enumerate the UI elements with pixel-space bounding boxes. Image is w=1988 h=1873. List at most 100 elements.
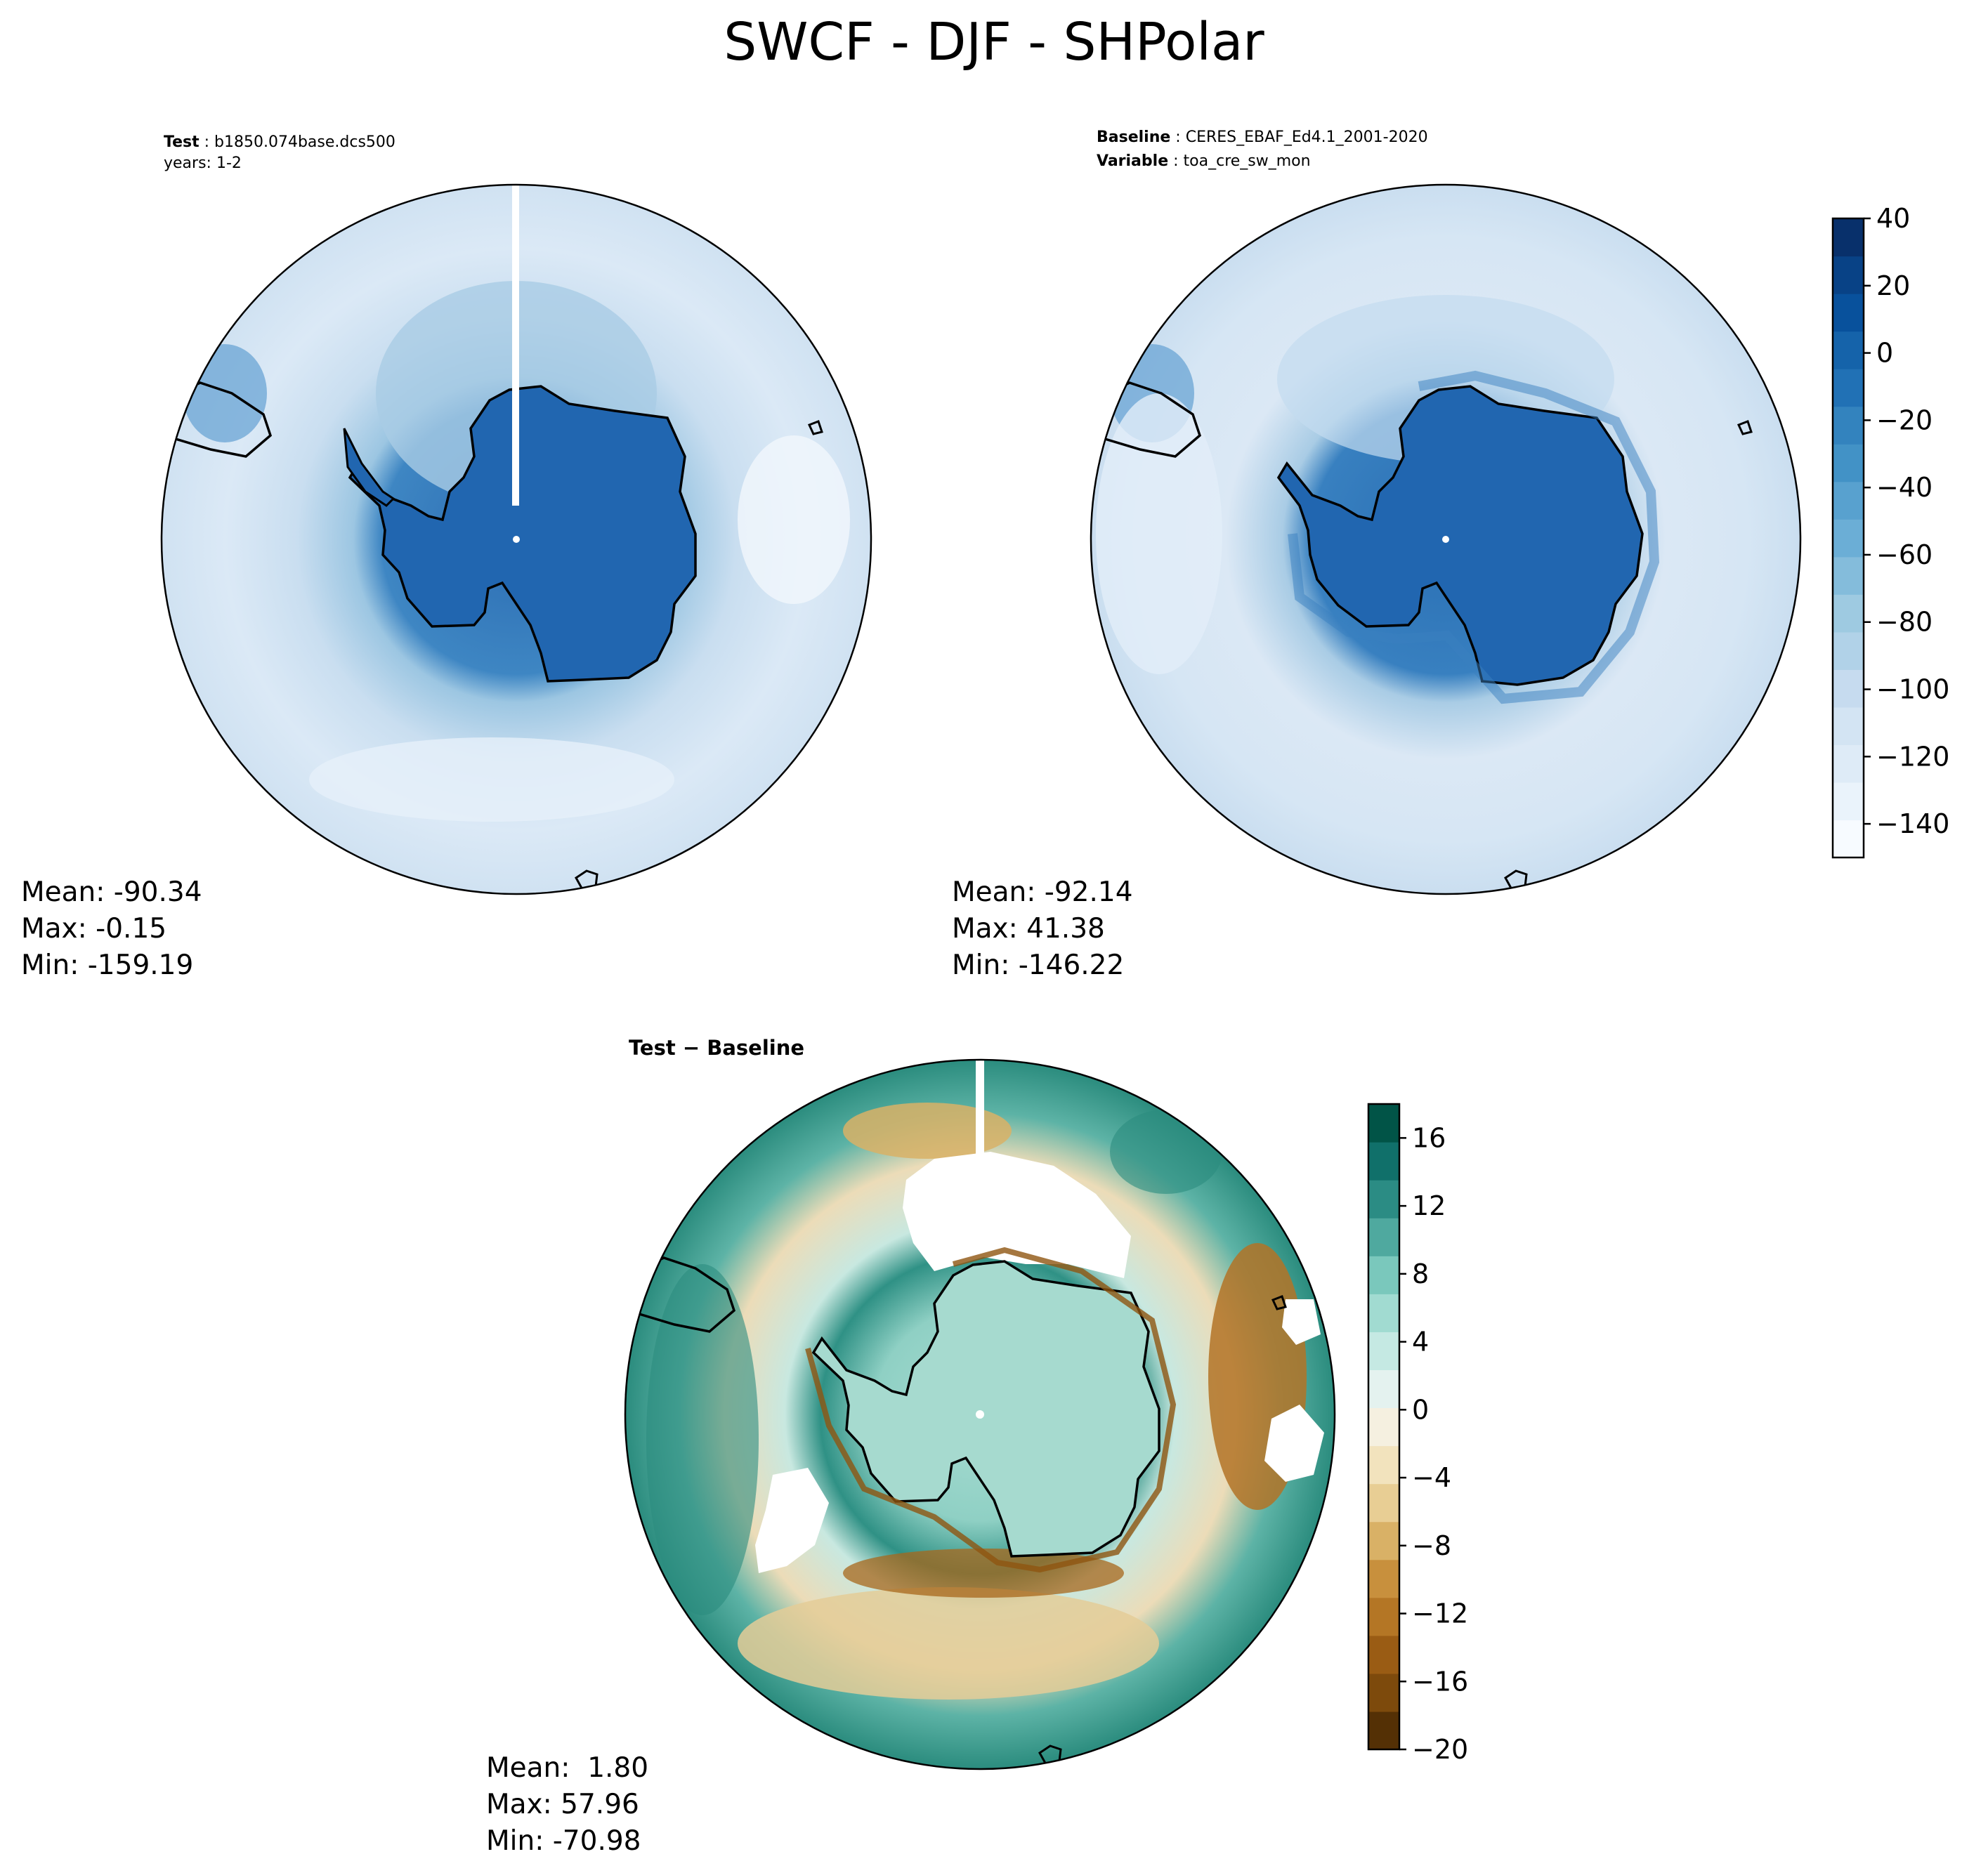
test-map-pole [513, 536, 520, 543]
baseline-label-key: Baseline [1097, 129, 1170, 146]
diff-colorbar-tick-label: 0 [1412, 1394, 1429, 1425]
baseline-map [1090, 183, 1802, 895]
test-stat-min: Min: -159.19 [21, 949, 193, 981]
diff-colorbar-swatch [1368, 1407, 1399, 1447]
diff-colorbar-swatch [1368, 1180, 1399, 1218]
diff-colorbar-tick-label: 8 [1412, 1258, 1429, 1289]
diff-map-brown-band [843, 1103, 1012, 1159]
diff-colorbar-swatch [1368, 1597, 1399, 1636]
baseline-colorbar-tick-label: −80 [1876, 607, 1933, 638]
baseline-colorbar-tick-label: −20 [1876, 405, 1933, 435]
baseline-colorbar-swatch [1833, 669, 1864, 708]
diff-colorbar-tick-label: −16 [1412, 1666, 1468, 1697]
diff-colorbar: 16 12 8 4 0 −4 −8 −12 −16 −20 [1367, 1103, 1468, 1765]
diff-colorbar-swatch [1368, 1256, 1399, 1294]
baseline-colorbar-tick-label: −100 [1876, 674, 1949, 705]
baseline-colorbar-swatch [1833, 369, 1864, 407]
baseline-colorbar-swatch [1833, 556, 1864, 595]
baseline-stat-min: Min: -146.22 [952, 949, 1124, 981]
test-label: Test : b1850.074base.dcs500 [164, 133, 395, 151]
diff-map-island [1271, 1295, 1287, 1310]
diff-map-missing-data [1264, 1405, 1324, 1482]
diff-colorbar-tick-label: 16 [1412, 1122, 1446, 1153]
diff-colorbar-swatch [1368, 1332, 1399, 1371]
diff-stat-mean: Mean: 1.80 [486, 1752, 648, 1784]
test-years: years: 1-2 [164, 155, 242, 172]
baseline-map-antarctica [1276, 385, 1644, 686]
diff-colorbar-swatch [1368, 1369, 1399, 1409]
baseline-colorbar-tick-label: −140 [1876, 808, 1949, 839]
test-map-island [807, 420, 823, 435]
diff-colorbar-swatch [1368, 1218, 1399, 1256]
diff-colorbar-swatch [1368, 1711, 1399, 1750]
diff-colorbar-swatch [1368, 1559, 1399, 1598]
diff-map-brown-band [843, 1549, 1124, 1598]
baseline-map-pole [1442, 536, 1449, 543]
diff-map-missing-data [903, 1152, 1131, 1278]
test-label-key: Test [164, 133, 200, 151]
baseline-colorbar-tick-label: −40 [1876, 472, 1933, 503]
baseline-colorbar-swatch [1833, 218, 1864, 257]
baseline-colorbar-swatch [1833, 631, 1864, 670]
baseline-colorbar-swatch [1833, 519, 1864, 558]
baseline-map-frame [1090, 183, 1802, 895]
diff-stat-max: Max: 57.96 [486, 1789, 639, 1820]
baseline-colorbar-swatch [1833, 820, 1864, 858]
baseline-colorbar-tick-label: 0 [1876, 338, 1893, 369]
diff-map-pole [976, 1410, 984, 1419]
baseline-colorbar-swatch [1833, 444, 1864, 482]
baseline-map-island [1737, 420, 1753, 435]
baseline-colorbar-tick-label: 40 [1876, 203, 1910, 234]
diff-colorbar-swatch [1368, 1294, 1399, 1332]
diff-map-antarctica [811, 1260, 1160, 1558]
baseline-variable: Variable : toa_cre_sw_mon [1097, 152, 1311, 170]
baseline-colorbar-swatch [1833, 294, 1864, 332]
baseline-colorbar: 40 20 0 −20 −40 −60 −80 −100 −120 −140 [1831, 203, 1949, 859]
diff-colorbar-tick-label: 4 [1412, 1327, 1429, 1358]
test-map-bright-region [309, 737, 674, 822]
test-stat-max: Max: -0.15 [21, 913, 166, 945]
diff-map-missing-data [755, 1468, 829, 1573]
figure-title: SWCF - DJF - SHPolar [724, 12, 1264, 72]
test-map-missing-data-strip [512, 185, 519, 506]
test-map-frame [160, 183, 872, 895]
test-label-colon: : [200, 133, 214, 151]
baseline-map-bright-region [1096, 393, 1222, 674]
baseline-colorbar-frame [1831, 217, 1865, 859]
test-label-value: b1850.074base.dcs500 [214, 133, 395, 151]
diff-map-teal-region [646, 1264, 759, 1615]
diff-map-teal-region [1110, 1110, 1222, 1194]
diff-colorbar-swatch [1368, 1142, 1399, 1181]
diff-map-coast-ring [805, 1247, 1177, 1573]
test-map-bright-region [738, 435, 850, 604]
baseline-colorbar-swatch [1833, 744, 1864, 783]
diff-map-missing-data [1282, 1299, 1321, 1345]
diff-colorbar-tick-label: −20 [1412, 1734, 1468, 1765]
baseline-colorbar-swatch [1833, 406, 1864, 445]
baseline-variable-value: toa_cre_sw_mon [1184, 152, 1311, 170]
diff-colorbar-swatch [1368, 1635, 1399, 1674]
diff-colorbar-tick-label: −8 [1412, 1530, 1451, 1561]
diff-colorbar-swatch [1368, 1673, 1399, 1712]
diff-colorbar-swatch [1368, 1445, 1399, 1485]
test-map-antarctica [348, 385, 697, 683]
baseline-colorbar-swatch [1833, 256, 1864, 294]
baseline-colorbar-tick-label: −60 [1876, 539, 1933, 570]
diff-map [624, 1058, 1336, 1770]
baseline-map-halo [1288, 370, 1660, 704]
baseline-label: Baseline : CERES_EBAF_Ed4.1_2001-2020 [1097, 129, 1428, 146]
baseline-label-colon: : [1170, 129, 1185, 146]
diff-map-frame [624, 1058, 1336, 1770]
diff-map-brown-band [738, 1587, 1159, 1700]
diff-colorbar-tick-label: −4 [1412, 1462, 1451, 1493]
baseline-label-value: CERES_EBAF_Ed4.1_2001-2020 [1186, 129, 1428, 146]
diff-colorbar-swatch [1368, 1521, 1399, 1560]
baseline-colorbar-swatch [1833, 707, 1864, 746]
baseline-variable-colon: : [1168, 152, 1183, 170]
baseline-colorbar-swatch [1833, 331, 1864, 369]
baseline-colorbar-swatch [1833, 594, 1864, 633]
diff-colorbar-tick-label: −12 [1412, 1598, 1468, 1629]
test-stat-mean: Mean: -90.34 [21, 876, 202, 908]
diff-title: Test − Baseline [629, 1036, 804, 1060]
baseline-colorbar-swatch [1833, 481, 1864, 520]
